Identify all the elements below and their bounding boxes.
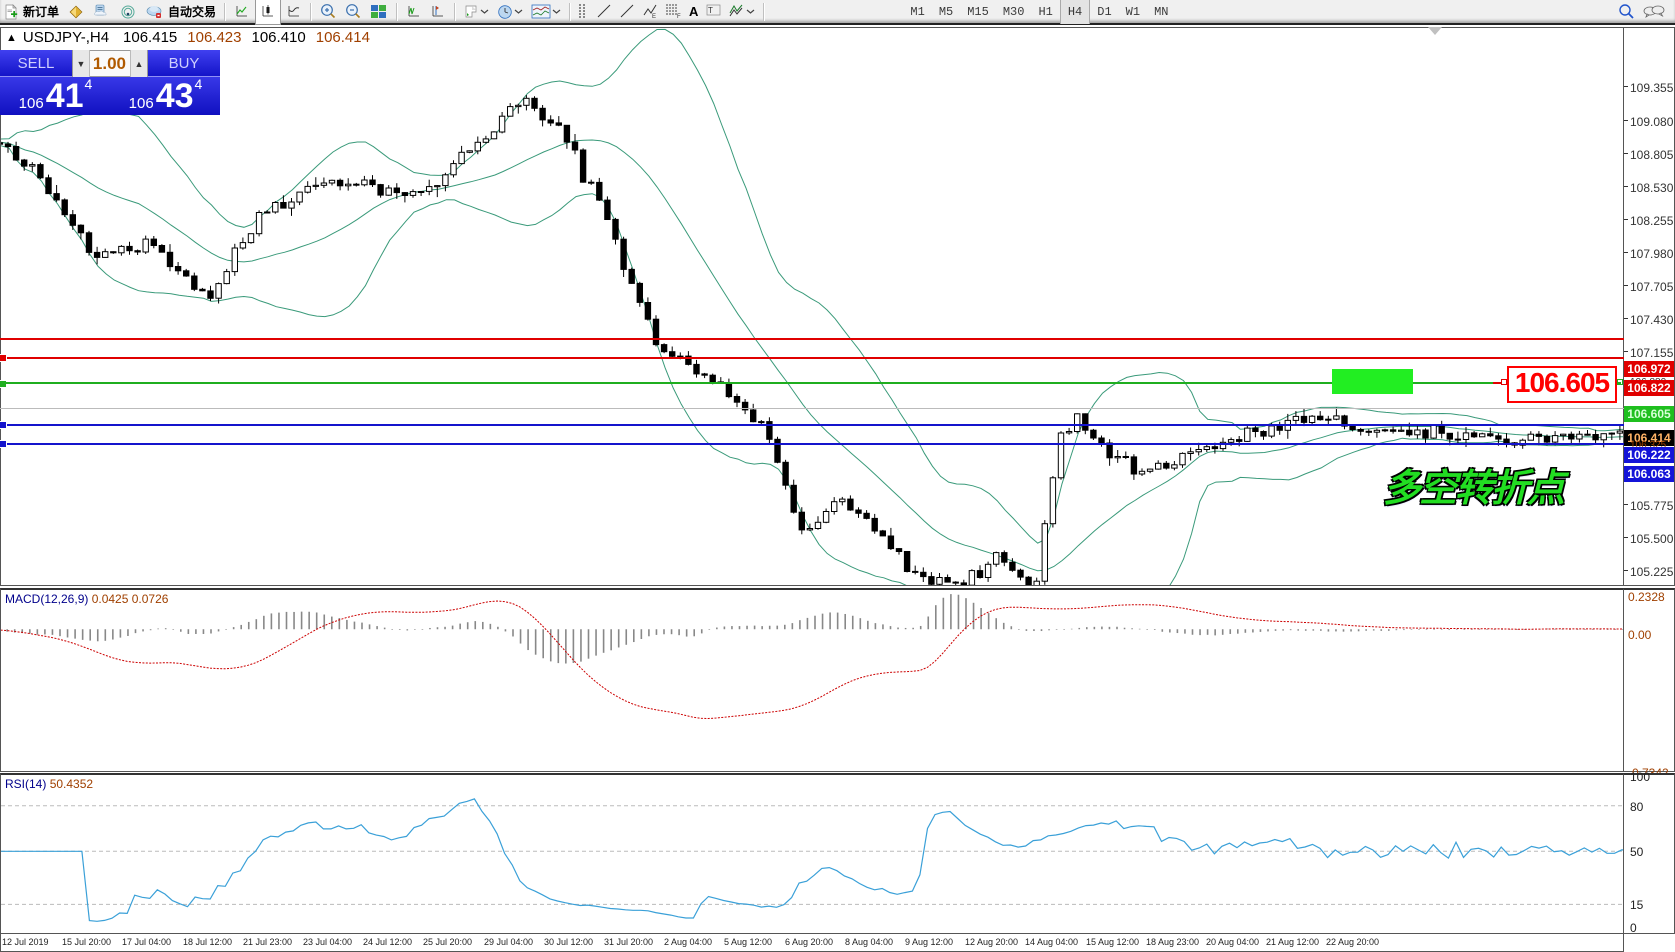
svg-text:T: T xyxy=(708,6,713,15)
svg-text:E: E xyxy=(652,14,656,19)
svg-text:F: F xyxy=(677,14,681,19)
